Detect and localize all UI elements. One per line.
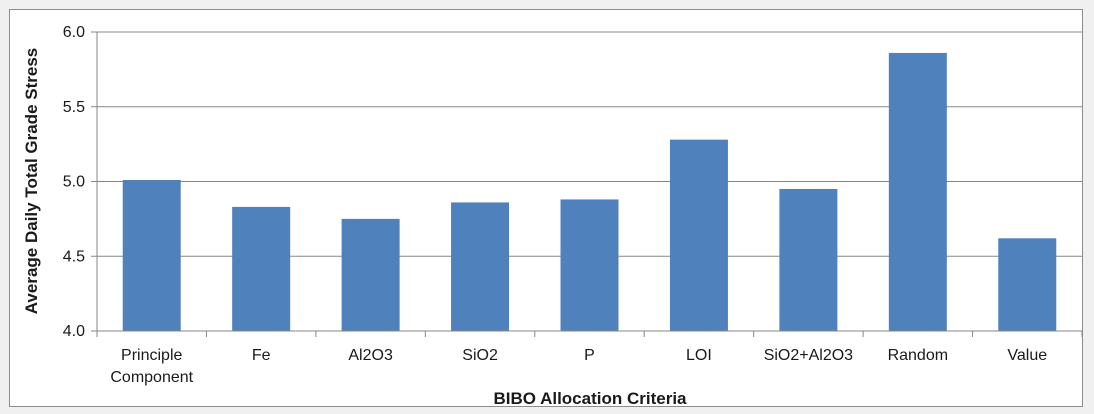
y-tick-label: 4.5 [63, 248, 85, 265]
bar [451, 202, 510, 331]
y-axis-title: Average Daily Total Grade Stress [22, 48, 41, 314]
x-tick-label: Principle Component [110, 347, 193, 386]
axes [91, 31, 1083, 337]
y-tick-label: 6.0 [63, 24, 85, 41]
x-tick-label: SiO2 [462, 347, 498, 364]
y-tick-label: 5.0 [63, 174, 85, 191]
y-tick-label: 4.0 [63, 323, 85, 340]
x-tick-label: Random [888, 347, 948, 364]
bar [341, 218, 400, 331]
y-tick-label: 5.5 [63, 99, 85, 116]
x-axis-title: BIBO Allocation Criteria [493, 389, 687, 408]
bar [560, 199, 619, 331]
bar [998, 238, 1057, 331]
bar [888, 52, 947, 332]
x-tick-label: Value [1007, 347, 1047, 364]
x-tick-label: LOI [686, 347, 712, 364]
x-tick-label: P [584, 347, 595, 364]
bar [232, 206, 291, 331]
x-tick-label: SiO2+Al2O3 [764, 347, 853, 364]
bar [779, 188, 838, 331]
bar [122, 180, 181, 331]
bar [669, 139, 728, 331]
bars [122, 52, 1057, 332]
x-tick-label: Fe [252, 347, 271, 364]
x-tick-labels: Principle Component Fe Al2O3 SiO2 P LOI SiO2+Al… [110, 347, 1047, 386]
y-tick-labels: 4.0 4.5 5.0 5.5 6.0 [63, 24, 85, 340]
x-tick-label: Al2O3 [348, 347, 393, 364]
